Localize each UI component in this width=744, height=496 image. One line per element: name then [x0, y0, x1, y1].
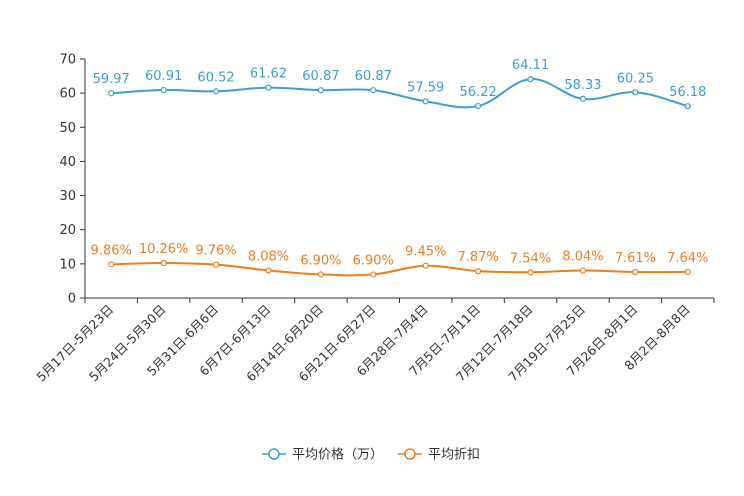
y-tick-label: 30 [59, 189, 76, 204]
data-point[interactable] [108, 261, 115, 268]
data-label: 58.33 [564, 78, 601, 93]
data-label: 61.62 [250, 67, 287, 82]
data-point[interactable] [475, 102, 482, 110]
data-label: 59.97 [93, 72, 130, 87]
data-label: 9.86% [91, 243, 132, 258]
data-label: 9.76% [195, 244, 236, 259]
series-line [111, 78, 689, 109]
series-line [111, 261, 688, 277]
data-point[interactable] [527, 76, 534, 83]
data-point[interactable] [108, 90, 115, 97]
legend-item-2[interactable]: 平均折扣 [398, 448, 480, 463]
data-label: 64.11 [512, 58, 549, 73]
data-point[interactable] [370, 87, 377, 94]
data-label: 7.87% [457, 250, 498, 265]
data-label: 8.04% [562, 250, 603, 265]
y-tick-label: 10 [59, 257, 76, 272]
data-point[interactable] [684, 268, 691, 276]
y-tick-label: 70 [59, 53, 76, 68]
data-point[interactable] [579, 267, 587, 274]
data-point[interactable] [684, 103, 691, 110]
data-label: 6.90% [300, 253, 341, 268]
y-axis: 0 10 20 30 40 50 60 70 [59, 53, 86, 307]
data-label: 60.87 [302, 69, 339, 84]
data-point[interactable] [212, 261, 220, 268]
data-label: 60.52 [197, 70, 234, 85]
y-tick-label: 0 [68, 292, 76, 307]
data-point[interactable] [317, 271, 324, 278]
y-tick-label: 20 [59, 223, 76, 238]
data-point[interactable] [160, 259, 167, 267]
legend-item-1[interactable]: 平均价格（万） [262, 447, 383, 463]
data-point[interactable] [422, 262, 429, 269]
data-point[interactable] [160, 86, 167, 94]
series-2: 9.86% 10.26% 9.76% 8.08% 6.90% 6.90% 9.45% 7.87… [91, 242, 708, 278]
data-label: 60.87 [355, 69, 392, 84]
data-point[interactable] [632, 268, 639, 276]
data-point[interactable] [370, 271, 377, 278]
data-label: 60.91 [145, 69, 182, 84]
legend-marker-icon [404, 448, 416, 460]
data-label: 60.25 [617, 71, 654, 86]
legend-marker-icon [268, 448, 280, 460]
legend[interactable]: 平均价格（万） 平均折扣 [262, 447, 480, 463]
data-point[interactable] [212, 88, 220, 95]
y-tick-label: 40 [59, 155, 76, 170]
data-label: 56.22 [460, 85, 497, 100]
data-point[interactable] [422, 98, 429, 105]
data-point[interactable] [579, 95, 587, 102]
data-point[interactable] [527, 269, 534, 276]
series-lines: 59.97 60.91 60.52 61.62 60.87 60.87 57.59 56.22… [91, 58, 708, 278]
series-1: 59.97 60.91 60.52 61.62 60.87 60.87 57.59 56.22… [93, 58, 706, 110]
legend-label: 平均价格（万） [292, 447, 383, 463]
data-label: 56.18 [669, 85, 706, 100]
data-label: 9.45% [405, 245, 446, 260]
x-axis: 5月17日-5月23日5月24日-5月30日5月31日-6月6日6月7日-6月1… [33, 297, 715, 384]
y-tick-label: 50 [59, 121, 76, 136]
data-point[interactable] [265, 84, 272, 91]
data-label: 7.54% [510, 251, 551, 266]
data-point[interactable] [317, 87, 324, 94]
data-point[interactable] [632, 89, 639, 96]
data-label: 57.59 [407, 80, 444, 95]
y-tick-label: 60 [59, 87, 76, 102]
data-point[interactable] [475, 268, 482, 275]
data-label: 8.08% [248, 249, 289, 264]
data-label: 7.64% [667, 251, 708, 266]
legend-label: 平均折扣 [428, 448, 480, 463]
data-label: 7.61% [615, 251, 656, 266]
data-label: 6.90% [353, 253, 394, 268]
data-label: 10.26% [139, 242, 189, 257]
data-point[interactable] [265, 267, 272, 274]
